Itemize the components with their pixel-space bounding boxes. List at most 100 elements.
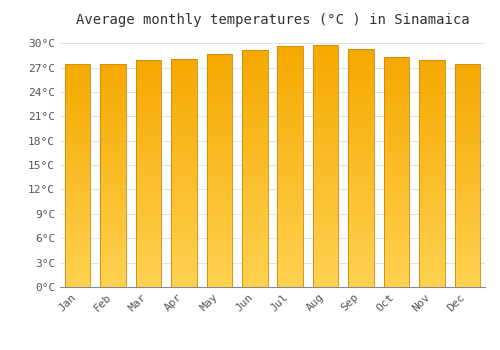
Bar [206, 268, 232, 270]
Bar [136, 234, 162, 235]
Bar [384, 230, 409, 231]
Bar [384, 79, 409, 80]
Bar [384, 190, 409, 191]
Bar [384, 58, 409, 59]
Bar [171, 95, 196, 96]
Bar [278, 164, 303, 165]
Bar [65, 136, 90, 138]
Bar [278, 172, 303, 174]
Bar [313, 275, 338, 276]
Bar [100, 184, 126, 186]
Bar [206, 135, 232, 137]
Bar [242, 228, 268, 229]
Bar [278, 117, 303, 118]
Bar [454, 285, 480, 286]
Bar [136, 107, 162, 108]
Bar [242, 104, 268, 105]
Bar [171, 143, 196, 144]
Bar [348, 60, 374, 61]
Bar [313, 173, 338, 174]
Bar [242, 50, 268, 51]
Bar [278, 67, 303, 69]
Bar [419, 112, 444, 113]
Bar [100, 113, 126, 114]
Bar [100, 190, 126, 191]
Bar [348, 234, 374, 236]
Bar [384, 223, 409, 224]
Bar [278, 258, 303, 259]
Bar [242, 120, 268, 121]
Bar [313, 189, 338, 190]
Bar [348, 117, 374, 118]
Bar [136, 241, 162, 243]
Bar [313, 241, 338, 242]
Bar [454, 218, 480, 219]
Bar [278, 230, 303, 231]
Bar [278, 204, 303, 205]
Bar [454, 100, 480, 101]
Bar [242, 226, 268, 228]
Bar [419, 154, 444, 155]
Bar [65, 98, 90, 99]
Bar [384, 57, 409, 58]
Bar [313, 205, 338, 206]
Bar [419, 149, 444, 150]
Bar [65, 92, 90, 93]
Bar [242, 222, 268, 223]
Bar [136, 276, 162, 277]
Bar [65, 219, 90, 220]
Bar [242, 159, 268, 160]
Bar [419, 170, 444, 172]
Bar [454, 189, 480, 190]
Bar [171, 238, 196, 239]
Bar [454, 234, 480, 236]
Bar [65, 209, 90, 210]
Bar [100, 114, 126, 116]
Bar [348, 86, 374, 87]
Bar [313, 159, 338, 160]
Bar [384, 231, 409, 232]
Bar [313, 88, 338, 90]
Bar [171, 58, 196, 287]
Bar [242, 96, 268, 97]
Bar [348, 177, 374, 178]
Bar [242, 212, 268, 214]
Bar [100, 132, 126, 133]
Bar [384, 152, 409, 154]
Bar [454, 271, 480, 273]
Bar [348, 230, 374, 231]
Bar [313, 284, 338, 285]
Bar [100, 252, 126, 254]
Bar [206, 149, 232, 150]
Bar [206, 170, 232, 172]
Bar [171, 237, 196, 238]
Bar [278, 216, 303, 217]
Bar [206, 161, 232, 162]
Bar [136, 84, 162, 85]
Bar [278, 83, 303, 84]
Bar [278, 59, 303, 60]
Bar [348, 125, 374, 126]
Bar [384, 119, 409, 120]
Bar [171, 222, 196, 223]
Bar [278, 160, 303, 161]
Bar [278, 147, 303, 148]
Bar [100, 179, 126, 180]
Bar [136, 169, 162, 170]
Bar [206, 237, 232, 238]
Bar [313, 251, 338, 252]
Bar [278, 130, 303, 131]
Bar [348, 280, 374, 281]
Bar [100, 160, 126, 161]
Bar [278, 65, 303, 66]
Bar [242, 218, 268, 219]
Bar [171, 244, 196, 245]
Bar [136, 226, 162, 227]
Bar [419, 94, 444, 95]
Bar [65, 241, 90, 243]
Bar [206, 138, 232, 139]
Bar [454, 132, 480, 133]
Bar [454, 127, 480, 128]
Bar [65, 286, 90, 287]
Bar [419, 268, 444, 269]
